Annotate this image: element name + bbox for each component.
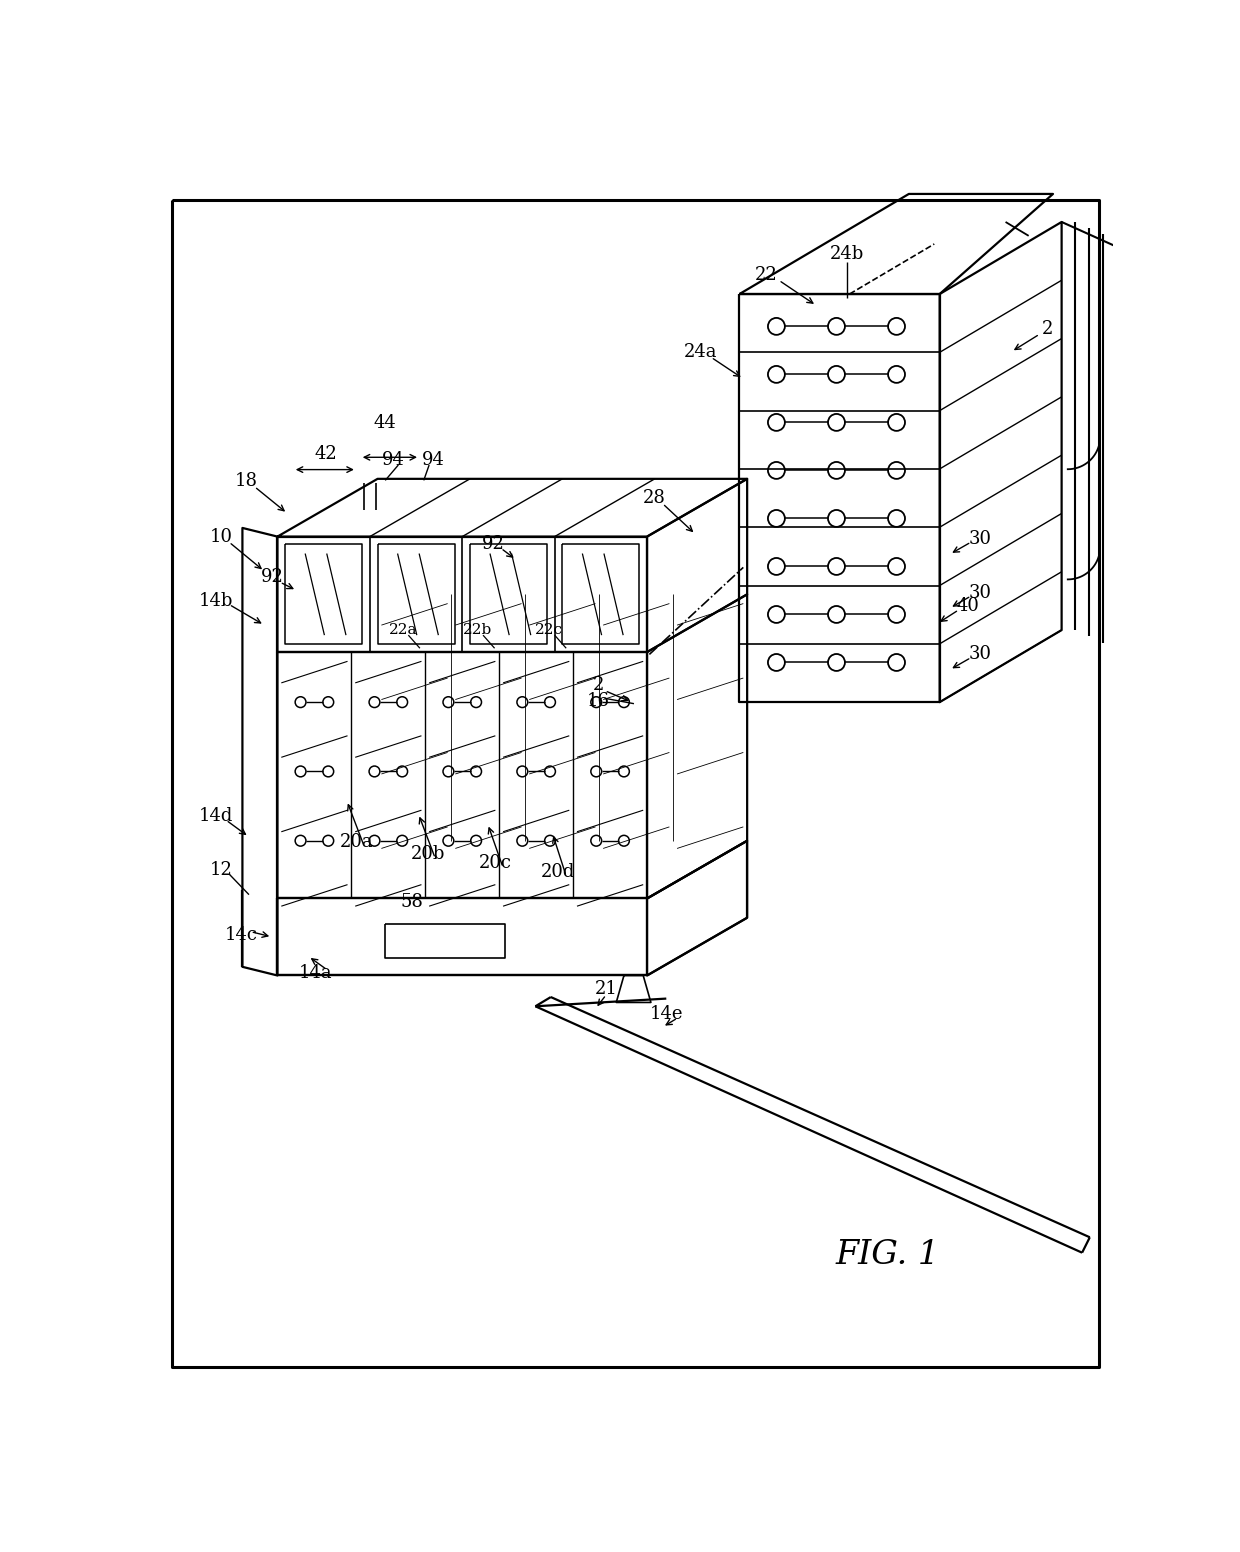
Text: 2: 2	[1042, 320, 1053, 338]
Text: 16: 16	[587, 692, 610, 709]
Text: 24b: 24b	[830, 245, 864, 262]
Text: 22c: 22c	[536, 622, 563, 636]
Text: 12: 12	[210, 861, 233, 878]
Text: 44: 44	[374, 414, 397, 433]
Text: 14d: 14d	[198, 807, 233, 826]
Text: 92: 92	[481, 535, 505, 554]
Text: 10: 10	[210, 528, 233, 546]
Text: 28: 28	[644, 489, 666, 508]
Text: 14a: 14a	[299, 964, 332, 982]
Text: 14e: 14e	[650, 1006, 683, 1023]
Text: 18: 18	[236, 472, 258, 490]
Text: 42: 42	[315, 445, 337, 462]
Text: 22a: 22a	[388, 622, 417, 636]
Text: 2: 2	[593, 677, 604, 694]
Text: 21: 21	[595, 979, 618, 998]
Text: 20d: 20d	[542, 863, 575, 880]
Text: 30: 30	[968, 646, 992, 663]
Text: 30: 30	[968, 529, 992, 548]
Text: 94: 94	[423, 450, 445, 469]
Text: 94: 94	[382, 450, 404, 469]
Text: 14b: 14b	[198, 591, 233, 610]
Text: 20a: 20a	[340, 833, 373, 852]
Text: 20b: 20b	[410, 844, 445, 863]
Text: 14c: 14c	[224, 925, 258, 944]
Text: FIG. 1: FIG. 1	[836, 1238, 940, 1271]
Text: 22b: 22b	[463, 622, 492, 636]
Text: 24a: 24a	[684, 343, 718, 360]
Text: 92: 92	[260, 568, 284, 587]
Text: 20c: 20c	[479, 854, 512, 872]
Text: 30: 30	[968, 584, 992, 602]
Text: 40: 40	[957, 598, 980, 615]
Text: 22: 22	[755, 265, 777, 284]
Text: 58: 58	[401, 894, 424, 911]
